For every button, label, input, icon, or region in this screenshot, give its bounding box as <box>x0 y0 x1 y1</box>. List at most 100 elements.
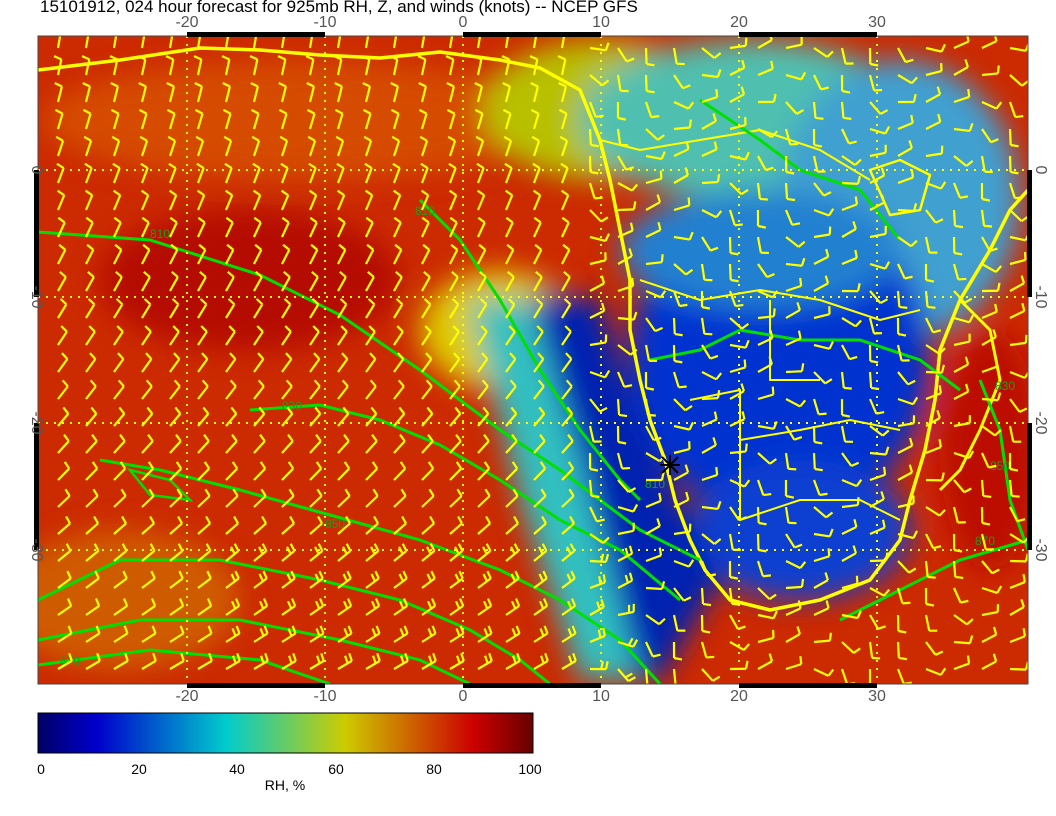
wind-barb <box>673 74 691 90</box>
wind-barb <box>337 598 353 616</box>
wind-barb <box>309 352 321 373</box>
lat-tick: -30 <box>1032 538 1049 561</box>
wind-barb <box>281 298 292 319</box>
wind-barb <box>446 108 456 130</box>
wind-barb <box>589 398 608 413</box>
wind-barb <box>757 128 778 139</box>
lon-tick: 30 <box>868 688 886 705</box>
wind-barb <box>225 652 241 670</box>
wind-barb <box>420 162 429 184</box>
wind-barb <box>813 632 832 644</box>
wind-barb <box>477 515 491 535</box>
wind-barb <box>337 298 348 319</box>
wind-barb <box>503 135 513 157</box>
wind-barb <box>169 379 181 400</box>
wind-barb <box>645 151 666 161</box>
wind-barb <box>477 570 492 589</box>
wind-barb <box>785 257 806 267</box>
wind-barb <box>869 261 891 270</box>
wind-barb <box>953 635 974 645</box>
wind-barb <box>393 352 405 373</box>
axis-bar <box>34 170 39 297</box>
wind-barb <box>980 452 997 469</box>
wind-barb <box>673 559 695 568</box>
wind-barb <box>925 667 947 676</box>
wind-barb <box>617 668 636 683</box>
wind-barb <box>729 411 746 427</box>
wind-barb <box>223 135 233 157</box>
wind-barb <box>617 248 633 265</box>
wind-barb <box>85 652 101 670</box>
wind-barb <box>953 356 970 373</box>
wind-barb <box>896 290 908 309</box>
wind-barb <box>253 515 267 535</box>
wind-barb <box>589 506 605 523</box>
wind-barb <box>141 325 152 346</box>
wind-barb <box>337 570 352 589</box>
wind-barb <box>280 162 289 184</box>
contour-label: 830 <box>282 399 302 413</box>
wind-barb <box>785 236 806 248</box>
wind-barb <box>505 625 521 643</box>
wind-barb <box>362 82 371 103</box>
wind-barb <box>168 189 178 211</box>
wind-barb <box>141 652 157 670</box>
wind-barb <box>728 560 739 580</box>
wind-barb <box>197 488 211 508</box>
wind-barb <box>869 290 888 305</box>
wind-barb <box>784 209 801 226</box>
wind-barb <box>953 655 971 671</box>
contour-label: 830 <box>995 379 1015 393</box>
wind-barb <box>644 47 655 67</box>
wind-barb <box>589 209 609 223</box>
wind-barb <box>1009 506 1026 523</box>
wind-barb <box>701 533 722 545</box>
wind-barb <box>841 452 860 468</box>
wind-barb <box>57 352 69 373</box>
wind-barb <box>308 36 314 49</box>
wind-barb <box>110 108 120 130</box>
wind-barb <box>169 325 180 346</box>
wind-barb <box>785 71 807 81</box>
wind-barb <box>561 598 577 616</box>
contour-label: 810 <box>415 204 435 218</box>
wind-barb <box>253 625 269 643</box>
wind-barb <box>113 461 127 481</box>
wind-barb <box>701 141 718 158</box>
wind-barb <box>1009 599 1025 616</box>
wind-barb <box>841 518 858 535</box>
colorbar-tick: 80 <box>426 761 442 777</box>
wind-barb <box>981 329 997 346</box>
wind-barb <box>308 189 318 211</box>
latitude-axis-right: 0 -10 -20 -30 <box>1032 166 1049 562</box>
colorbar-tick: 40 <box>229 761 245 777</box>
wind-barb <box>281 216 290 238</box>
wind-barb <box>281 434 294 454</box>
wind-barb <box>672 668 678 684</box>
colorbar-tick: 100 <box>518 761 542 777</box>
wind-barb <box>281 570 296 589</box>
wind-barb <box>589 275 606 292</box>
wind-barb <box>756 506 767 526</box>
wind-barb <box>225 461 239 481</box>
wind-barb <box>673 441 691 455</box>
wind-barb <box>560 189 570 211</box>
wind-barb <box>197 434 210 454</box>
wind-barb <box>785 101 805 115</box>
wind-barb <box>391 135 401 157</box>
wind-barb <box>841 196 859 212</box>
wind-barb <box>334 82 343 103</box>
wind-barb <box>561 515 575 535</box>
wind-barb <box>840 47 854 65</box>
wind-barb <box>756 236 769 255</box>
wind-barb <box>281 543 296 562</box>
wind-barb <box>1008 182 1023 200</box>
wind-barb <box>309 243 319 265</box>
wind-barb <box>337 379 349 400</box>
wind-barb <box>222 108 232 130</box>
axis-bar <box>739 683 877 688</box>
wind-barb <box>365 406 378 427</box>
wind-barb <box>617 182 639 192</box>
wind-barb <box>449 652 465 670</box>
wind-barb <box>505 406 518 427</box>
